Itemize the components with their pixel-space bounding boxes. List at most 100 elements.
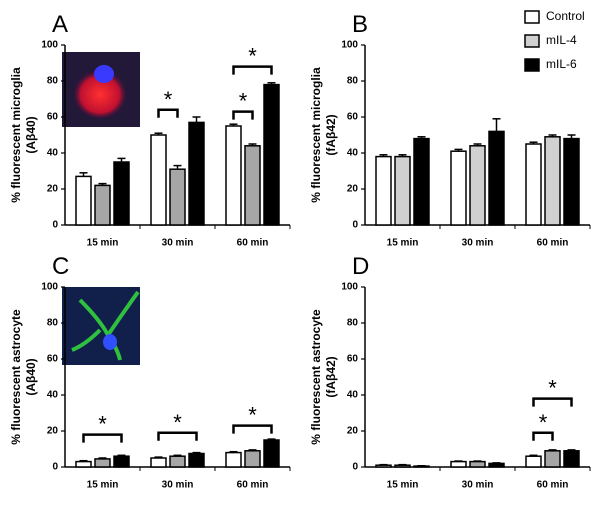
bar xyxy=(375,155,392,226)
bar xyxy=(188,452,205,468)
bar xyxy=(244,450,261,468)
bar xyxy=(450,460,467,468)
y-tick-label: 20 xyxy=(347,184,359,195)
y-tick-label: 100 xyxy=(341,40,358,51)
significance-star: * xyxy=(539,410,548,435)
panel: C % fluorescent astrocyte (Aβ40) 0 20 40 60 80 1… xyxy=(9,253,291,491)
bar xyxy=(469,145,486,226)
legend-swatch xyxy=(524,10,540,24)
significance-star: * xyxy=(173,410,182,435)
y-tick-label: 60 xyxy=(47,112,59,123)
y-tick-label: 80 xyxy=(347,318,359,329)
bar xyxy=(394,155,411,226)
bar xyxy=(169,455,186,468)
legend-swatch xyxy=(524,58,540,72)
panel-letter: C xyxy=(52,253,69,280)
panel: B % fluorescent microglia (fAβ42) 0 20 40 60 80… xyxy=(309,9,591,249)
bar xyxy=(525,143,542,226)
y-tick-label: 60 xyxy=(347,112,359,123)
panel: D % fluorescent astrocyte (fAβ42) 0 20 40 60 80… xyxy=(309,253,591,491)
y-tick-label: 60 xyxy=(347,354,359,365)
x-tick-label: 30 min xyxy=(162,238,194,249)
x-tick-label: 30 min xyxy=(462,480,494,491)
bar xyxy=(169,168,186,226)
legend-swatch xyxy=(524,34,540,48)
significance-bracket xyxy=(232,110,254,120)
y-tick-label: 20 xyxy=(47,426,59,437)
panel-letter: D xyxy=(352,253,369,280)
x-tick-label: 15 min xyxy=(87,238,119,249)
significance-bracket xyxy=(232,65,273,75)
bar xyxy=(450,150,467,226)
y-tick-label: 80 xyxy=(47,76,59,87)
significance-bracket xyxy=(232,424,273,434)
bar xyxy=(469,460,486,468)
y-tick-label: 60 xyxy=(47,354,59,365)
significance-bracket xyxy=(532,397,573,407)
significance-star: * xyxy=(164,87,173,112)
bar xyxy=(563,137,580,226)
y-axis-label: (fAβ42) xyxy=(324,356,338,397)
significance-bracket xyxy=(82,433,123,443)
x-tick-label: 60 min xyxy=(237,480,269,491)
inset-image-c xyxy=(62,287,140,365)
panel-letter: A xyxy=(52,11,68,38)
significance-bracket xyxy=(532,431,554,441)
bar xyxy=(75,175,92,226)
legend-label: mIL-6 xyxy=(546,57,577,71)
bar xyxy=(94,458,111,468)
significance-star: * xyxy=(248,403,257,428)
significance-bracket xyxy=(157,431,198,441)
significance-star: * xyxy=(548,376,557,401)
y-tick-label: 80 xyxy=(347,76,359,87)
bar xyxy=(563,450,580,468)
y-axis-label: % fluorescent microglia xyxy=(9,67,23,203)
y-tick-label: 40 xyxy=(347,148,359,159)
bar xyxy=(188,121,205,226)
x-tick-label: 30 min xyxy=(462,238,494,249)
bar xyxy=(525,455,542,468)
significance-star: * xyxy=(239,89,248,114)
y-tick-label: 0 xyxy=(52,220,58,231)
y-tick-label: 100 xyxy=(341,282,358,293)
y-axis-label: (Aβ40) xyxy=(24,358,38,395)
y-axis-label: % fluorescent astrocyte xyxy=(309,309,323,445)
y-tick-label: 0 xyxy=(52,462,58,473)
bar xyxy=(263,439,280,468)
y-axis-label: (fAβ42) xyxy=(324,114,338,155)
significance-star: * xyxy=(98,412,107,437)
y-tick-label: 20 xyxy=(347,426,359,437)
y-tick-label: 20 xyxy=(47,184,59,195)
x-tick-label: 60 min xyxy=(237,238,269,249)
y-tick-label: 40 xyxy=(347,390,359,401)
bar xyxy=(225,451,242,468)
significance-star: * xyxy=(248,44,257,69)
y-tick-label: 40 xyxy=(47,148,59,159)
bar xyxy=(394,464,411,468)
x-tick-label: 15 min xyxy=(387,238,419,249)
legend-label: mIL-4 xyxy=(546,33,577,47)
x-tick-label: 30 min xyxy=(162,480,194,491)
y-tick-label: 100 xyxy=(41,282,58,293)
x-tick-label: 60 min xyxy=(537,480,569,491)
y-tick-label: 0 xyxy=(352,462,358,473)
bar xyxy=(225,125,242,226)
bar xyxy=(544,450,561,468)
bar xyxy=(113,161,130,226)
bar xyxy=(488,130,505,226)
x-tick-label: 15 min xyxy=(387,480,419,491)
bar xyxy=(263,83,280,226)
bar xyxy=(150,457,167,468)
bar xyxy=(413,465,430,468)
panel-letter: B xyxy=(352,11,368,38)
panel: A % fluorescent microglia (Aβ40) 0 20 40 60 80 1… xyxy=(9,11,291,249)
y-axis-label: (Aβ40) xyxy=(24,116,38,153)
y-tick-label: 40 xyxy=(47,390,59,401)
bar xyxy=(413,137,430,226)
bar xyxy=(375,464,392,468)
bar xyxy=(244,145,261,226)
bar xyxy=(75,460,92,468)
bar xyxy=(488,462,505,468)
y-tick-label: 0 xyxy=(352,220,358,231)
